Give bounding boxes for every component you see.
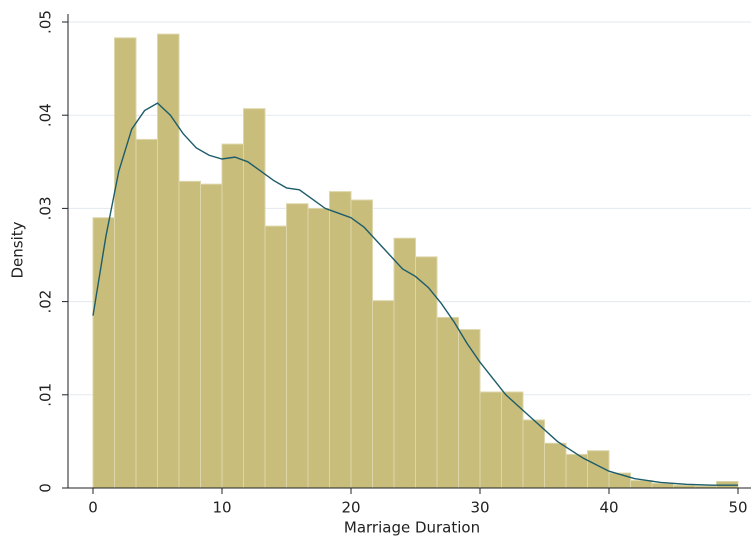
bar	[350, 199, 374, 489]
bar	[436, 316, 459, 489]
bar	[457, 329, 481, 489]
y-tick-label: .04	[37, 103, 55, 127]
bar	[286, 203, 309, 489]
bar	[178, 180, 201, 489]
x-tick-label: 20	[341, 499, 360, 517]
y-axis-title: Density	[9, 221, 27, 278]
y-tick-label: .03	[37, 196, 55, 220]
x-tick-label: 40	[599, 499, 618, 517]
x-axis-title: Marriage Duration	[344, 519, 480, 537]
bar	[221, 143, 245, 489]
x-tick-label: 50	[728, 499, 747, 517]
bar	[415, 256, 438, 489]
bar	[328, 191, 352, 489]
bar	[608, 472, 632, 489]
y-tick-label: .05	[37, 10, 55, 34]
bar	[393, 237, 416, 489]
bar	[157, 33, 180, 489]
bar	[630, 480, 653, 489]
density-line	[92, 102, 738, 486]
x-tick-label: 0	[88, 499, 98, 517]
bar	[92, 217, 116, 489]
bar	[135, 138, 158, 489]
bar	[651, 482, 675, 489]
bar	[544, 442, 567, 489]
bar	[307, 207, 330, 489]
bar	[501, 391, 524, 489]
bar	[243, 108, 266, 489]
y-tick-label: .01	[37, 383, 55, 407]
bar	[479, 391, 503, 489]
bar	[372, 300, 395, 489]
y-tick-label: .02	[37, 290, 55, 314]
x-tick-label: 30	[470, 499, 489, 517]
bar	[199, 183, 223, 489]
bar	[522, 419, 546, 489]
y-tick-label: 0	[37, 483, 55, 493]
bar	[114, 37, 137, 489]
x-tick-label: 10	[212, 499, 231, 517]
bar	[264, 225, 287, 489]
